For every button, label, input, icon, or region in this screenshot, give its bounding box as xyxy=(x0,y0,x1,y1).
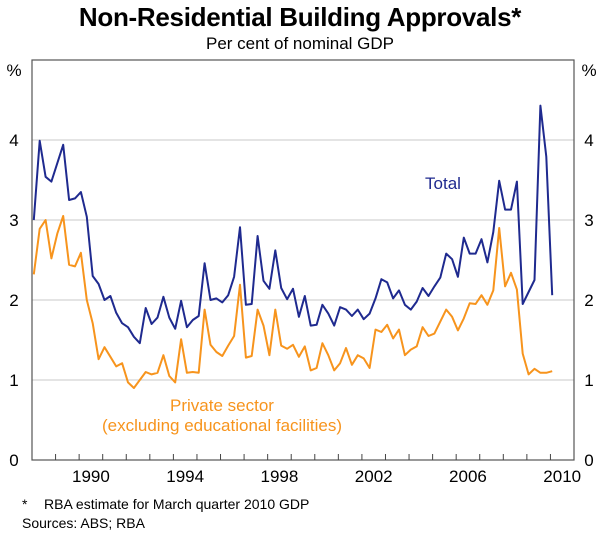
x-ticks xyxy=(55,454,551,460)
chart-subtitle: Per cent of nominal GDP xyxy=(205,34,395,53)
x-tick-label-2010: 2010 xyxy=(543,467,581,486)
y-tick-label-right: 2 xyxy=(584,291,593,310)
axis-labels: 0 0 1 1 2 2 3 3 4 4 1990 1994 1998 2002 2006 2010 xyxy=(9,131,593,486)
footnote-star: * xyxy=(22,496,28,512)
chart-title: Non-Residential Building Approvals* xyxy=(78,2,522,32)
gridlines xyxy=(32,139,574,381)
x-tick-label-2002: 2002 xyxy=(355,467,393,486)
x-tick-label-1994: 1994 xyxy=(166,467,204,486)
x-tick-label-1990: 1990 xyxy=(72,467,110,486)
y-tick-label-left: 4 xyxy=(9,131,18,150)
y-tick-label-right: 3 xyxy=(584,211,593,230)
footnote-gdp: * RBA estimate for March quarter 2010 GDP xyxy=(22,496,309,512)
y-tick-label-left: 3 xyxy=(9,211,18,230)
y-tick-label-right: 0 xyxy=(584,451,593,470)
series-label-private: Private sector xyxy=(170,396,274,415)
y-axis-unit-right: % xyxy=(581,61,596,80)
y-axis-unit-left: % xyxy=(6,61,21,80)
chart-plot: 0 0 1 1 2 2 3 3 4 4 1990 1994 1998 2002 2006 2010 % % T… xyxy=(6,59,597,486)
footnote-text: RBA estimate for March quarter 2010 GDP xyxy=(44,496,310,512)
y-tick-label-left: 2 xyxy=(9,291,18,310)
y-tick-label-left: 0 xyxy=(9,451,18,470)
y-tick-label-right: 1 xyxy=(584,371,593,390)
y-tick-label-right: 4 xyxy=(584,131,593,150)
series-layer xyxy=(32,104,554,389)
footnote-sources: Sources: ABS; RBA xyxy=(22,515,145,531)
series-label-total: Total xyxy=(425,174,461,193)
plot-frame xyxy=(31,59,575,461)
series-line-private-sector xyxy=(32,215,553,389)
x-tick-label-1998: 1998 xyxy=(261,467,299,486)
series-label-private-note: (excluding educational facilities) xyxy=(102,416,342,435)
x-tick-label-2006: 2006 xyxy=(449,467,487,486)
y-tick-label-left: 1 xyxy=(9,371,18,390)
series-line-total xyxy=(32,104,554,345)
